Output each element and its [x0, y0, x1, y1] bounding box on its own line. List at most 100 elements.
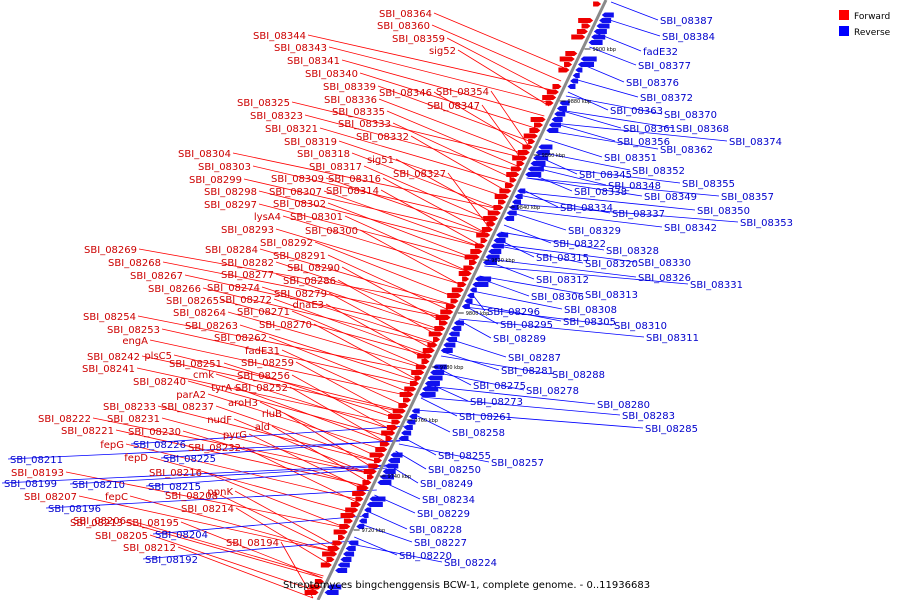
- forward-gene-arrow: [392, 408, 406, 414]
- forward-leader-line: [323, 190, 482, 248]
- forward-gene-arrow: [338, 535, 345, 540]
- reverse-gene-label: SBI_08227: [414, 538, 467, 549]
- forward-leader-line: [149, 456, 354, 514]
- forward-gene-arrow: [578, 18, 594, 23]
- reverse-gene-label: SBI_08315: [536, 253, 589, 264]
- forward-gene-label: parA2: [176, 390, 206, 401]
- forward-gene-arrow: [564, 62, 573, 67]
- forward-gene-label: tyrA: [211, 383, 232, 394]
- reverse-gene-arrow: [345, 546, 356, 551]
- forward-leader-line: [248, 433, 365, 491]
- forward-gene-label: SBI_08340: [305, 69, 358, 80]
- reverse-leader-line: [472, 290, 563, 310]
- reverse-gene-label: SBI_08342: [664, 223, 717, 234]
- forward-gene-label: SBI_08286: [283, 276, 336, 287]
- reverse-gene-label: SBI_08250: [428, 465, 481, 476]
- forward-gene-label: SBI_08341: [287, 56, 340, 67]
- forward-gene-arrow: [414, 375, 422, 381]
- forward-gene-label: SBI_08252: [235, 383, 288, 394]
- forward-leader-line: [234, 490, 338, 548]
- reverse-gene-arrow: [599, 18, 612, 23]
- forward-gene-label: SBI_08325: [237, 98, 290, 109]
- reverse-leader-line: [45, 489, 377, 509]
- forward-gene-label: SBI_08237: [161, 402, 214, 413]
- reverse-gene-arrow: [570, 78, 579, 84]
- reverse-leader-line: [426, 385, 596, 405]
- forward-gene-label: pyrG: [223, 430, 247, 441]
- reverse-leader-line: [484, 265, 689, 285]
- forward-leader-line: [275, 228, 464, 286]
- forward-gene-arrow: [450, 298, 459, 304]
- forward-gene-arrow: [470, 249, 483, 254]
- reverse-gene-label: SBI_08192: [145, 555, 198, 566]
- forward-gene-arrow: [552, 84, 562, 89]
- reverse-leader-line: [421, 396, 621, 416]
- forward-leader-line: [162, 261, 448, 319]
- reverse-leader-line: [466, 302, 562, 322]
- forward-gene-arrow: [522, 144, 533, 150]
- reverse-gene-label: SBI_08249: [420, 479, 473, 490]
- forward-leader-line: [386, 110, 520, 168]
- reverse-gene-label: SBI_08363: [610, 106, 663, 117]
- axis-tick-label: 9880 kbp: [568, 99, 592, 105]
- forward-gene-arrow: [530, 117, 546, 122]
- reverse-gene-label: SBI_08196: [48, 504, 101, 515]
- reverse-gene-arrow: [387, 458, 400, 463]
- forward-leader-line: [481, 104, 524, 162]
- forward-gene-label: SBI_08354: [436, 87, 489, 98]
- forward-gene-label: fadE31: [245, 346, 280, 357]
- forward-gene-label: SBI_08321: [265, 124, 318, 135]
- reverse-leader-line: [1, 464, 389, 484]
- forward-leader-line: [220, 299, 430, 357]
- legend: Forward Reverse: [839, 10, 891, 38]
- forward-gene-arrow: [457, 282, 467, 287]
- forward-gene-label: SBI_08292: [260, 238, 313, 249]
- forward-gene-arrow: [440, 309, 454, 315]
- reverse-gene-arrow: [409, 414, 418, 419]
- forward-leader-line: [325, 177, 488, 235]
- reverse-leader-line: [413, 413, 451, 433]
- reverse-leader-line: [420, 397, 458, 417]
- reverse-leader-line: [350, 543, 443, 563]
- forward-gene-arrow: [469, 260, 477, 265]
- legend-reverse-swatch: [839, 26, 849, 36]
- forward-gene-arrow: [571, 34, 586, 40]
- forward-gene-label: SBI_08270: [259, 320, 312, 331]
- forward-gene-label: SBI_08291: [273, 251, 326, 262]
- genome-axis-line: [316, 0, 608, 600]
- forward-gene-label: SBI_08271: [237, 307, 290, 318]
- forward-leader-line: [325, 303, 428, 361]
- forward-leader-line: [261, 286, 436, 344]
- reverse-gene-arrow: [556, 106, 567, 111]
- forward-gene-label: SBI_08360: [377, 21, 430, 32]
- reverse-leader-line: [549, 130, 659, 150]
- reverse-gene-label: SBI_08374: [729, 137, 782, 148]
- forward-leader-line: [227, 311, 424, 369]
- forward-gene-label: SBI_08336: [324, 95, 377, 106]
- reverse-gene-arrow: [337, 562, 350, 568]
- reverse-gene-label: SBI_08328: [606, 246, 659, 257]
- reverse-leader-line: [559, 109, 622, 129]
- reverse-gene-arrow: [369, 496, 386, 502]
- forward-leader-line: [363, 165, 494, 223]
- reverse-gene-arrow: [361, 513, 369, 518]
- forward-gene-arrow: [494, 194, 509, 199]
- forward-gene-label: rluB: [262, 409, 282, 420]
- forward-leader-line: [161, 328, 416, 386]
- forward-gene-arrow: [576, 29, 588, 34]
- reverse-gene-label: SBI_08296: [487, 307, 540, 318]
- forward-gene-arrow: [322, 551, 338, 557]
- forward-leader-line: [78, 495, 336, 553]
- axis-tick-label: 9800 kbp: [466, 311, 490, 317]
- reverse-gene-label: SBI_08226: [133, 440, 186, 451]
- forward-gene-label: SBI_08193: [11, 468, 64, 479]
- axis-tick-label: 9900 kbp: [592, 47, 616, 53]
- reverse-gene-label: SBI_08329: [568, 226, 621, 237]
- reverse-leader-line: [538, 151, 631, 171]
- reverse-gene-arrow: [451, 326, 462, 331]
- reverse-gene-label: SBI_08255: [438, 451, 491, 462]
- forward-leader-line: [319, 127, 512, 185]
- forward-gene-label: SBI_08254: [83, 312, 136, 323]
- forward-gene-label: SBI_08259: [241, 358, 294, 369]
- forward-gene-label: SBI_08231: [107, 414, 160, 425]
